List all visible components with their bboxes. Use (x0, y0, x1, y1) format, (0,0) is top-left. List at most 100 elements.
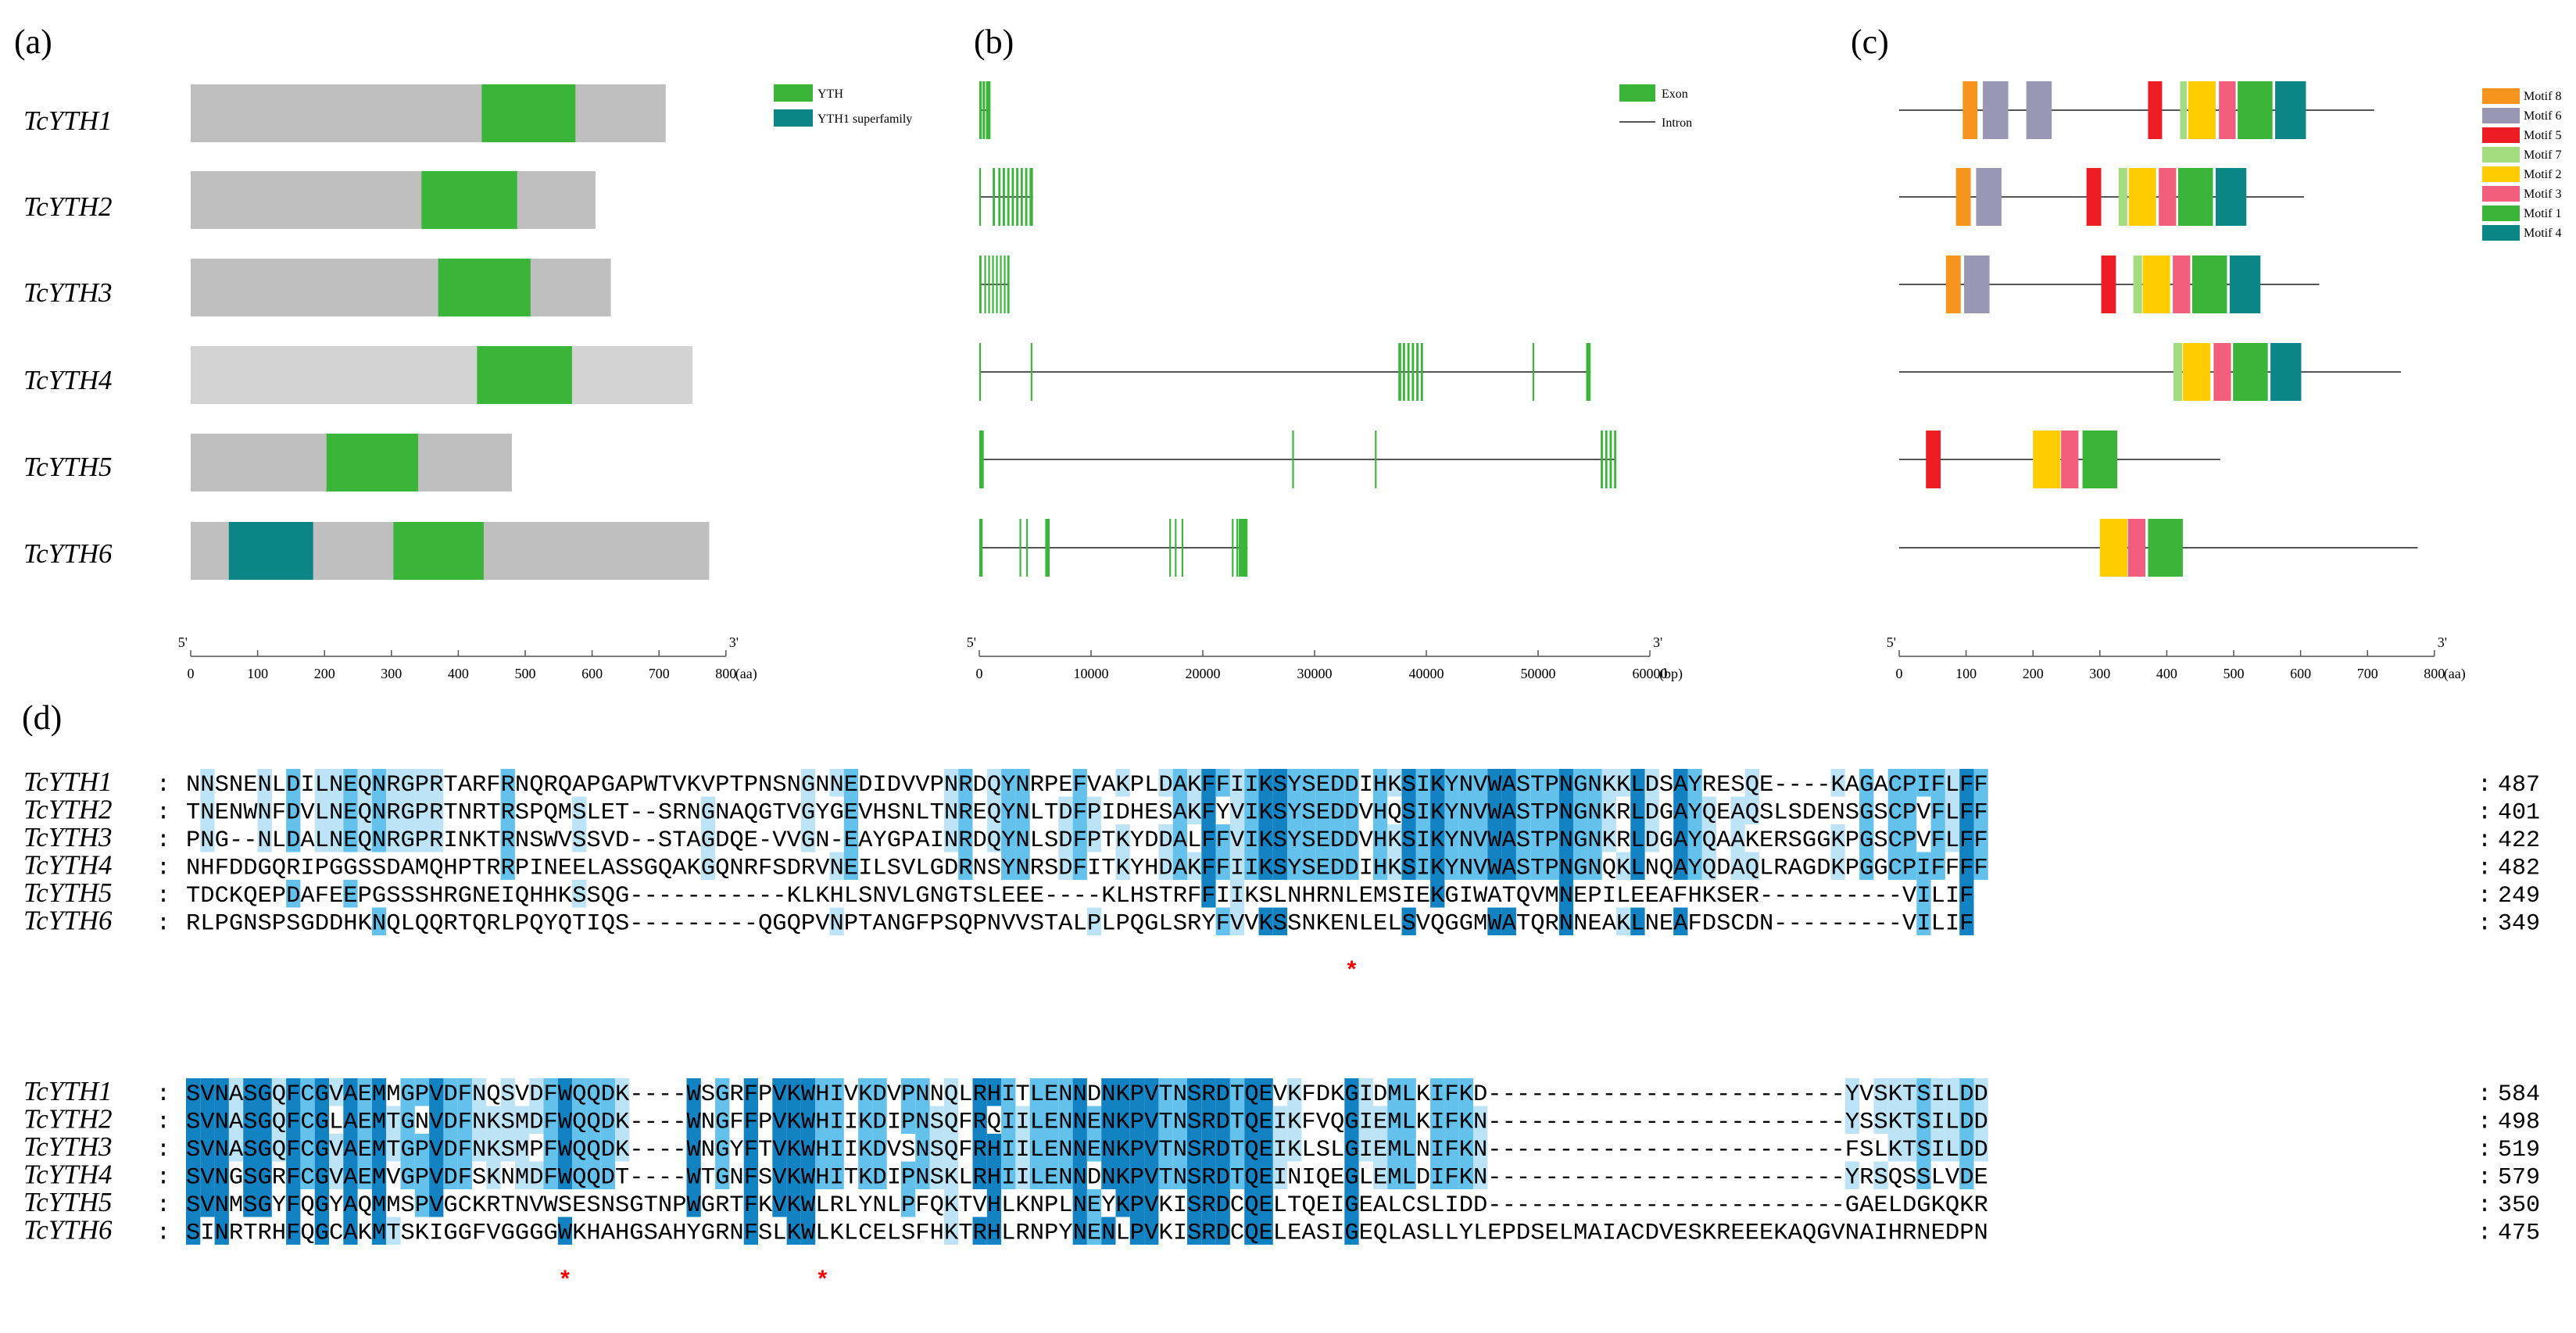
conservation-cell (1258, 1078, 1273, 1106)
conservation-cell (343, 1106, 358, 1134)
conservation-cell (257, 824, 272, 852)
motif-box (2133, 256, 2142, 313)
conservation-cell (1458, 824, 1473, 852)
conservation-cell (1215, 852, 1230, 880)
conservation-cell (1487, 907, 1502, 935)
conservation-cell (1415, 852, 1431, 880)
conservation-cell (786, 1078, 801, 1106)
conservation-cell (1272, 1106, 1288, 1134)
b-tick-label: 40000 (1409, 666, 1444, 681)
alignment-colon: : (156, 800, 170, 827)
conservation-cell (472, 1134, 487, 1162)
conservation-cell (1215, 824, 1230, 852)
conservation-cell (1902, 1134, 1917, 1162)
conservation-cell (986, 1217, 1002, 1245)
a-axis-start: 5' (178, 634, 188, 650)
conservation-cell (1873, 1106, 1888, 1134)
a-axis-unit: (aa) (735, 666, 757, 682)
conservation-cell (1744, 796, 1759, 824)
conservation-cell (1129, 1189, 1145, 1217)
conservation-cell (400, 824, 415, 852)
conservation-cell (1301, 769, 1316, 797)
exon (979, 431, 984, 488)
conservation-cell (958, 852, 973, 880)
conservation-cell (1229, 824, 1245, 852)
exon (984, 256, 986, 313)
conservation-cell (1330, 769, 1345, 797)
conservation-cell (1887, 1078, 1902, 1106)
conservation-cell (286, 1134, 301, 1162)
motif-box (2275, 81, 2306, 139)
conservation-cell (200, 1189, 215, 1217)
motif-box (2026, 81, 2052, 139)
conservation-cell (1001, 1134, 1016, 1162)
conservation-cell (329, 1078, 344, 1106)
conservation-cell (901, 1161, 916, 1189)
conservation-cell (1973, 852, 1988, 880)
conservation-cell (1287, 1078, 1302, 1106)
conservation-cell (1187, 1106, 1202, 1134)
conservation-cell (1530, 796, 1545, 824)
conservation-cell (1372, 1161, 1388, 1189)
conservation-cell (958, 824, 973, 852)
conservation-cell (1473, 796, 1488, 824)
conservation-cell (915, 1078, 930, 1106)
conservation-cell (858, 1161, 873, 1189)
conservation-cell (500, 1106, 515, 1134)
conservation-cell (1473, 1161, 1488, 1189)
conservation-cell (414, 1189, 430, 1217)
conservation-cell (1301, 824, 1316, 852)
conservation-cell (600, 1161, 615, 1189)
conservation-cell (543, 1106, 558, 1134)
conservation-cell (329, 796, 344, 824)
conservation-cell (743, 1217, 758, 1245)
conservation-cell (929, 1161, 944, 1189)
motif-box (1964, 256, 1990, 313)
conservation-cell (1072, 1078, 1087, 1106)
conservation-cell (243, 1134, 258, 1162)
conservation-cell (371, 824, 387, 852)
legend-label: Motif 4 (2524, 227, 2561, 240)
conservation-cell (1258, 852, 1273, 880)
conservation-cell (572, 1134, 587, 1162)
panel-a-letter: (a) (14, 23, 52, 61)
motif-box (1962, 81, 1978, 139)
conservation-cell (1058, 1161, 1073, 1189)
conservation-cell (1044, 1078, 1059, 1106)
conservation-cell (386, 824, 401, 852)
b-tick-label: 50000 (1521, 666, 1556, 681)
conservation-cell (1115, 824, 1130, 852)
conservation-cell (986, 796, 1002, 824)
conservation-cell (800, 1217, 816, 1245)
conservation-cell (858, 1078, 873, 1106)
conservation-cell (371, 1134, 387, 1162)
conservation-cell (800, 1078, 816, 1106)
conservation-cell (1158, 1134, 1173, 1162)
conservation-cell (943, 1106, 959, 1134)
conservation-cell (1401, 824, 1416, 852)
gene-label: TcYTH3 (23, 277, 113, 308)
conservation-cell (1086, 796, 1102, 824)
alignment-colon: : (2478, 1165, 2492, 1192)
conservation-cell (1272, 1134, 1288, 1162)
conservation-cell (1487, 852, 1502, 880)
conservation-cell (557, 1217, 573, 1245)
conservation-cell (200, 796, 215, 824)
exon (1007, 256, 1010, 313)
conservation-cell (986, 769, 1002, 797)
conservation-cell (286, 1217, 301, 1245)
alignment-end-position: 349 (2498, 911, 2540, 938)
conservation-cell (214, 1217, 229, 1245)
conservation-cell (1673, 852, 1688, 880)
conservation-cell (357, 1161, 372, 1189)
conservation-cell (1344, 824, 1359, 852)
conservation-cell (1873, 1161, 1888, 1189)
alignment-colon: : (2478, 883, 2492, 910)
c-axis-unit: (aa) (2444, 666, 2466, 682)
exon (1007, 168, 1010, 226)
conservation-cell (1101, 1161, 1116, 1189)
conservation-cell (1573, 796, 1588, 824)
alignment-sequence: NHFDDGQRIPGGSSDAMQHPTRRPINEELASSGQAKGQNR… (186, 856, 1988, 882)
conservation-cell (786, 1134, 801, 1162)
conservation-cell (972, 1078, 987, 1106)
